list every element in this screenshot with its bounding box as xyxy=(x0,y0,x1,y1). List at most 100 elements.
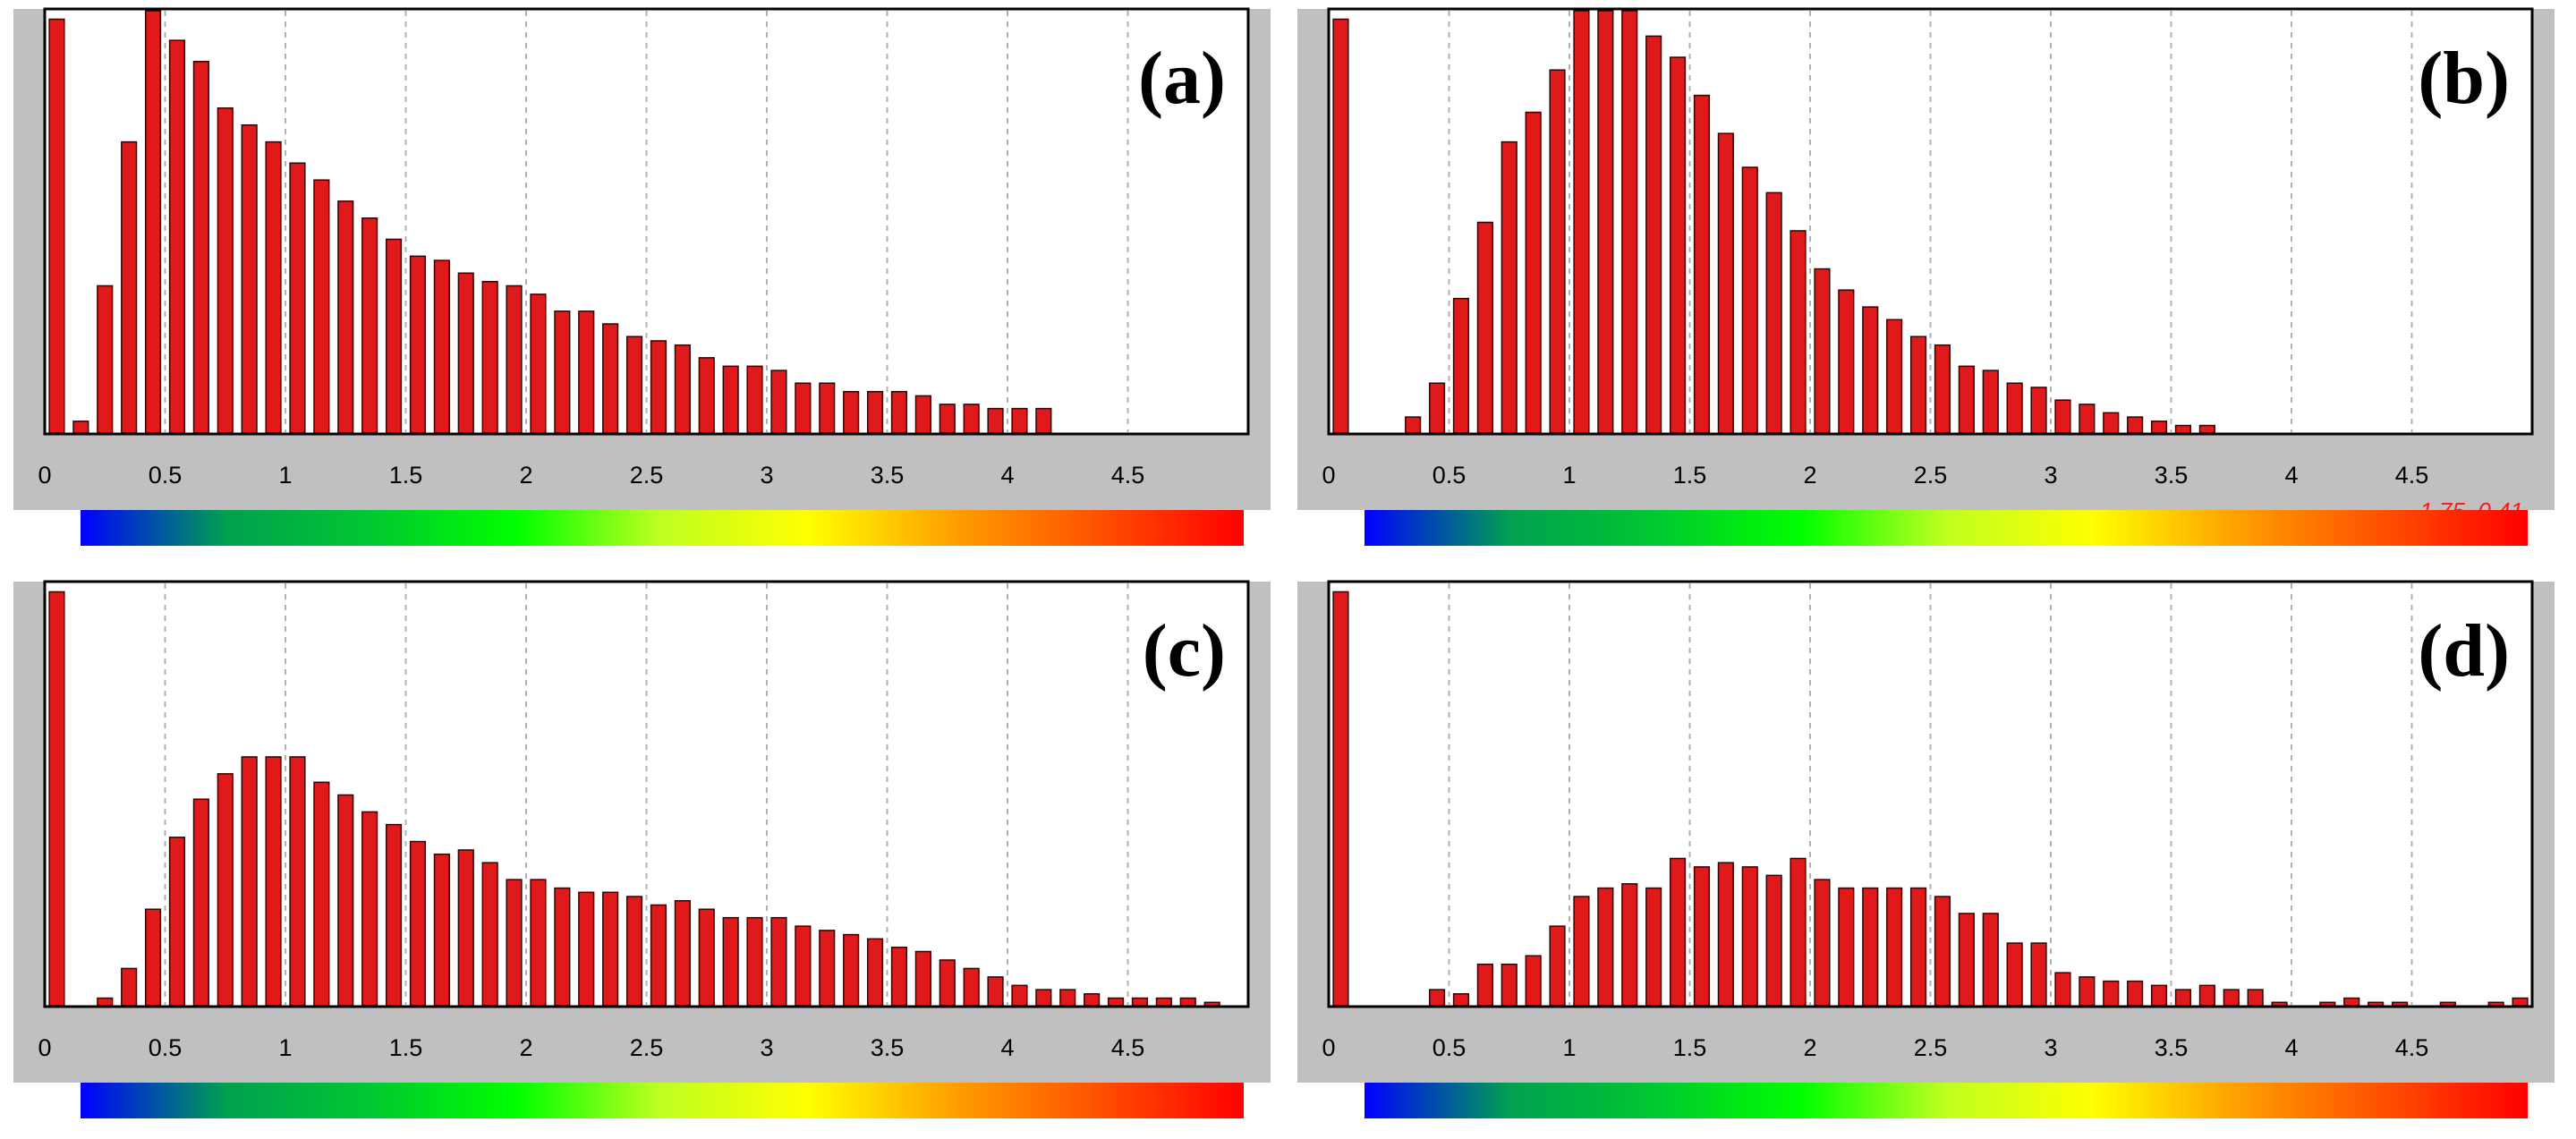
x-tick-label: 0.5 xyxy=(149,1034,183,1061)
histogram-bar xyxy=(746,365,763,434)
chart-panel-a: 0 0.5 1 1.5 2 2.5 3 3.5 4 4.5 (a) xyxy=(13,7,1271,546)
histogram-bar xyxy=(843,933,860,1007)
histogram-bar xyxy=(650,904,667,1007)
histogram-bar xyxy=(337,794,354,1007)
histogram-bar xyxy=(1179,997,1196,1007)
histogram-bar xyxy=(1982,913,1999,1007)
histogram-bar xyxy=(2079,976,2096,1007)
histogram-bar xyxy=(1501,140,1518,434)
histogram-bar xyxy=(602,891,619,1007)
histogram-bar xyxy=(1934,344,1951,434)
histogram-bar xyxy=(1035,989,1052,1007)
histogram-bar xyxy=(1645,887,1662,1007)
histogram-bar xyxy=(554,887,571,1007)
histogram-bar xyxy=(1717,132,1734,434)
histogram-bar xyxy=(1332,591,1349,1007)
x-tick-label: 2.5 xyxy=(1914,1034,1948,1061)
histogram-bar xyxy=(1597,10,1614,434)
histogram-bar xyxy=(795,382,812,434)
histogram-bar xyxy=(843,390,860,434)
histogram-bar xyxy=(361,811,378,1007)
histogram-bar xyxy=(1428,382,1446,434)
histogram-bar xyxy=(963,967,980,1007)
histogram-bar xyxy=(819,382,836,434)
histogram-bar xyxy=(144,10,162,434)
histogram-bar xyxy=(2174,424,2192,434)
x-tick-label: 0.5 xyxy=(1433,1034,1467,1061)
chart-panel-c: 0 0.5 1 1.5 2 2.5 3 3.5 4 4.5 (c) xyxy=(13,580,1271,1118)
histogram-bar xyxy=(2247,989,2264,1007)
histogram-bar xyxy=(2079,404,2096,434)
histogram-bar xyxy=(1059,989,1076,1007)
histogram-bar xyxy=(2030,387,2047,434)
histogram-bar xyxy=(1452,993,1470,1007)
histogram-bar xyxy=(625,336,643,434)
histogram-bar xyxy=(1155,997,1172,1007)
histogram-bar xyxy=(890,947,908,1007)
histogram-bar xyxy=(241,756,258,1007)
histogram-bar xyxy=(144,908,162,1007)
histogram-b: 00.511.522.533.544.5(b)1.75, 0.41 xyxy=(1297,7,2555,546)
x-tick-label: 1.5 xyxy=(1673,462,1707,489)
x-tick-label: 1 xyxy=(278,1034,292,1061)
panel-label-a: (a) xyxy=(1138,37,1226,120)
histogram-bar xyxy=(433,853,450,1007)
histogram-bar xyxy=(241,123,258,434)
histogram-bar xyxy=(48,591,65,1007)
histogram-bar xyxy=(1741,166,1758,434)
histogram-bar xyxy=(1621,10,1638,434)
histogram-bar xyxy=(890,390,908,434)
histogram-bar xyxy=(1741,866,1758,1007)
histogram-bar xyxy=(770,370,787,434)
histogram-bar xyxy=(698,357,715,434)
histogram-bar xyxy=(1790,857,1807,1007)
histogram-bar xyxy=(1035,407,1052,434)
histogram-bar xyxy=(650,340,667,434)
histogram-bar xyxy=(217,773,234,1007)
histogram-bar xyxy=(409,840,427,1007)
histogram-bar xyxy=(1525,111,1542,434)
histogram-bar xyxy=(2054,972,2071,1007)
histogram-bar xyxy=(1717,862,1734,1007)
histogram-bar xyxy=(1909,336,1927,434)
histogram-bar xyxy=(1573,10,1590,434)
histogram-a: 0 0.5 1 1.5 2 2.5 3 3.5 4 4.5 (a) xyxy=(13,7,1271,546)
histogram-bar xyxy=(2127,416,2144,434)
histogram-bar xyxy=(1862,887,1879,1007)
x-tick-label: 3 xyxy=(760,1034,773,1061)
histogram-bar xyxy=(1597,887,1614,1007)
histogram-bar xyxy=(1934,896,1951,1007)
x-tick-label: 2.5 xyxy=(1914,462,1948,489)
histogram-c: 0 0.5 1 1.5 2 2.5 3 3.5 4 4.5 (c) xyxy=(13,580,1271,1118)
histogram-bar xyxy=(2103,412,2120,434)
histogram-bar xyxy=(1765,191,1782,434)
histogram-bar xyxy=(1203,1001,1220,1007)
x-tick-label: 4 xyxy=(1000,462,1014,489)
histogram-bar xyxy=(289,756,306,1007)
histogram-bar xyxy=(457,272,474,434)
histogram-bar xyxy=(2054,399,2071,434)
histogram-bar xyxy=(2271,1001,2288,1007)
histogram-bar xyxy=(97,997,114,1007)
histogram-bar xyxy=(770,916,787,1007)
colorbar xyxy=(81,510,1244,546)
histogram-bar xyxy=(2391,1001,2409,1007)
histogram-bar xyxy=(409,255,427,434)
histogram-bar xyxy=(578,310,595,434)
histogram-bar xyxy=(1958,913,1975,1007)
histogram-bar xyxy=(963,404,980,434)
histogram-bar xyxy=(385,823,403,1007)
histogram-bar xyxy=(48,18,65,434)
histogram-bar xyxy=(939,959,956,1007)
histogram-bar xyxy=(2006,942,2023,1007)
histogram-bar xyxy=(2103,980,2120,1007)
panel-label-d: (d) xyxy=(2418,609,2510,693)
histogram-bar xyxy=(2127,980,2144,1007)
histogram-bar xyxy=(2439,1001,2456,1007)
histogram-bar xyxy=(1790,230,1807,434)
histogram-bar xyxy=(674,900,691,1007)
histogram-bar xyxy=(481,862,498,1007)
histogram-bar xyxy=(602,323,619,434)
histogram-bar xyxy=(1693,94,1711,434)
x-tick-label: 3 xyxy=(2044,1034,2057,1061)
